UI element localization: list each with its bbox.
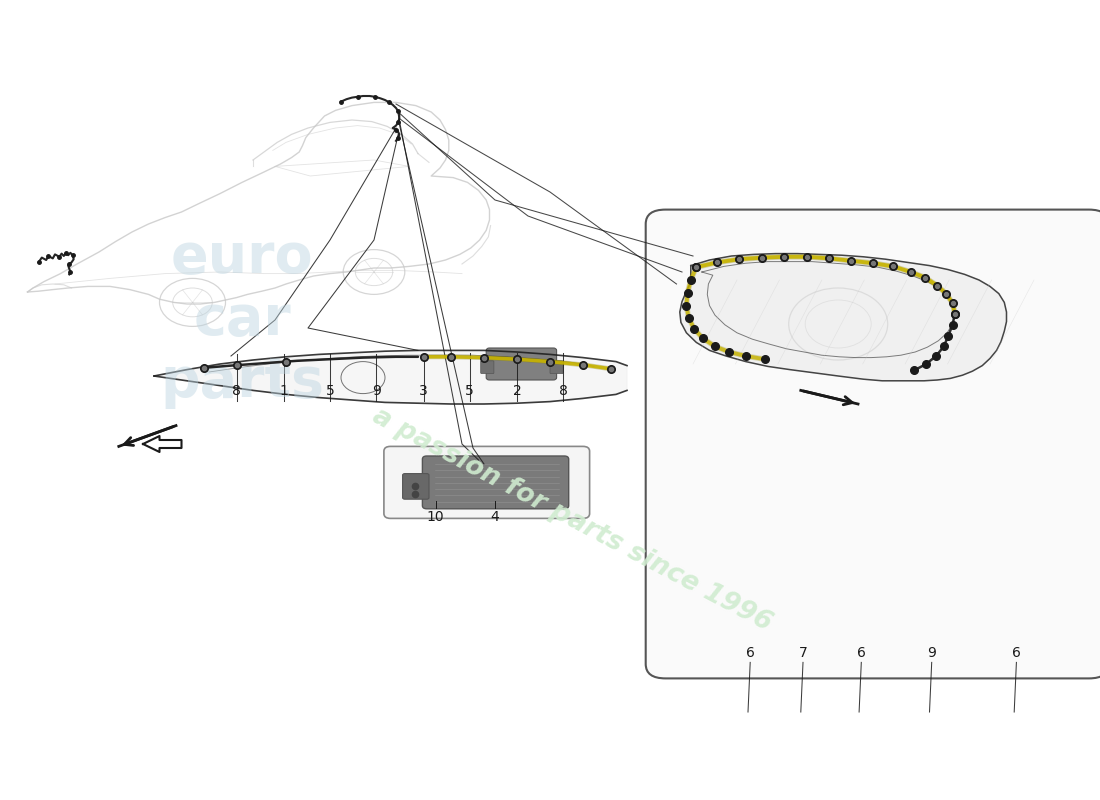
Polygon shape bbox=[680, 254, 1006, 381]
Text: 5: 5 bbox=[465, 384, 474, 398]
Text: 7: 7 bbox=[799, 646, 807, 660]
Text: 5: 5 bbox=[326, 384, 334, 398]
FancyBboxPatch shape bbox=[422, 456, 569, 509]
Text: 9: 9 bbox=[927, 646, 936, 660]
FancyBboxPatch shape bbox=[646, 210, 1100, 678]
FancyBboxPatch shape bbox=[403, 474, 429, 499]
Text: 10: 10 bbox=[427, 510, 444, 525]
Text: 2: 2 bbox=[513, 384, 521, 398]
Text: 6: 6 bbox=[857, 646, 866, 660]
FancyBboxPatch shape bbox=[486, 348, 557, 380]
FancyBboxPatch shape bbox=[384, 446, 590, 518]
Text: 8: 8 bbox=[559, 384, 568, 398]
Text: 8: 8 bbox=[232, 384, 241, 398]
Text: 4: 4 bbox=[491, 510, 499, 525]
Text: 9: 9 bbox=[372, 384, 381, 398]
FancyBboxPatch shape bbox=[481, 361, 494, 374]
Text: 3: 3 bbox=[419, 384, 428, 398]
Text: 1: 1 bbox=[279, 384, 288, 398]
Polygon shape bbox=[143, 436, 182, 452]
Text: 6: 6 bbox=[1012, 646, 1021, 660]
Text: euro
car
parts: euro car parts bbox=[160, 230, 324, 410]
Text: a passion for parts since 1996: a passion for parts since 1996 bbox=[367, 403, 777, 637]
Polygon shape bbox=[154, 350, 627, 404]
FancyBboxPatch shape bbox=[550, 361, 563, 374]
Text: 6: 6 bbox=[746, 646, 755, 660]
